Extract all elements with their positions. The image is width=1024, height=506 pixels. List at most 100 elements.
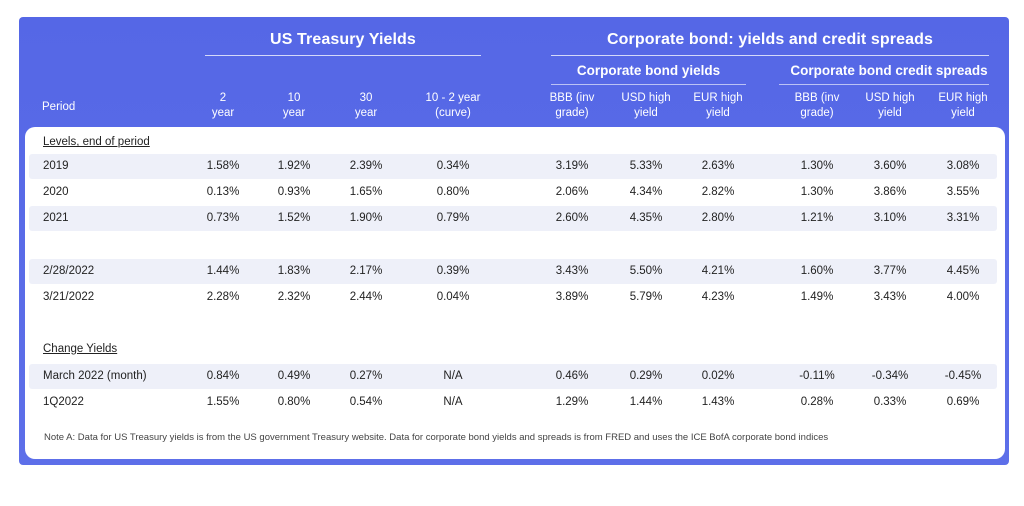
table-cell: 0.84% <box>206 370 240 382</box>
table-cell: 4.35% <box>629 212 663 224</box>
column-header-line2: year <box>211 107 235 119</box>
column-header-line2: yield <box>878 107 902 119</box>
column-header-line1: USD high <box>865 92 915 104</box>
column-header-line2: year <box>282 107 306 119</box>
table-cell: 2.28% <box>206 291 240 303</box>
table-cell: 0.49% <box>277 370 311 382</box>
table-cell: 2.82% <box>701 186 735 198</box>
table-cell: 0.27% <box>349 370 383 382</box>
period-header: Period <box>42 101 76 113</box>
table-cell: 2.60% <box>555 212 589 224</box>
table-cell: 1.43% <box>701 396 735 408</box>
table-cell: 3.31% <box>946 212 980 224</box>
table-cell: 0.28% <box>800 396 834 408</box>
table-cell: 5.50% <box>629 265 663 277</box>
table-cell: 2.63% <box>701 160 735 172</box>
column-header-line1: BBB (inv <box>794 92 840 104</box>
table-cell: 5.33% <box>629 160 663 172</box>
table-cell: 3.89% <box>555 291 589 303</box>
column-header-line2: (curve) <box>435 107 471 119</box>
table-cell: 3.10% <box>873 212 907 224</box>
column-header-line2: yield <box>951 107 975 119</box>
table-cell: N/A <box>443 370 463 382</box>
table-cell: 1.65% <box>349 186 383 198</box>
table-cell: 0.34% <box>436 160 470 172</box>
table-row: 2020 0.13% 0.93% 1.65% 0.80% 2.06% 4.34% 2.82% 1… <box>29 180 997 205</box>
table-cell: N/A <box>443 396 463 408</box>
table-body: Levels, end of period Change Yields 2019… <box>25 127 1005 459</box>
table-cell: 0.93% <box>277 186 311 198</box>
column-header: BBB (inv grade) <box>537 91 607 121</box>
table-cell: 3.86% <box>873 186 907 198</box>
table-cell: 1.29% <box>555 396 589 408</box>
column-header-line1: 30 <box>359 92 373 104</box>
column-header: EUR high yield <box>683 91 753 121</box>
column-header-line1: USD high <box>621 92 671 104</box>
change-section-label: Change Yields <box>43 343 118 355</box>
table-cell: 1.52% <box>277 212 311 224</box>
table-cell: 0.29% <box>629 370 663 382</box>
column-header: 10 year <box>259 91 329 121</box>
table-cell: 1.44% <box>629 396 663 408</box>
yields-table-card: US Treasury Yields Corporate bond: yield… <box>19 17 1009 465</box>
table-cell: 3.19% <box>555 160 589 172</box>
table-cell: 4.21% <box>701 265 735 277</box>
table-cell: 1.30% <box>800 186 834 198</box>
table-cell: 0.73% <box>206 212 240 224</box>
table-cell: 0.79% <box>436 212 470 224</box>
corp-spreads-subtitle: Corporate bond credit spreads <box>790 63 988 78</box>
table-cell: -0.45% <box>944 370 982 382</box>
table-cell: 0.46% <box>555 370 589 382</box>
table-cell: 0.02% <box>701 370 735 382</box>
row-label: 2019 <box>43 160 69 172</box>
row-label: 1Q2022 <box>43 396 84 408</box>
table-cell: 3.43% <box>873 291 907 303</box>
column-header: 2 year <box>188 91 258 121</box>
table-cell: 1.49% <box>800 291 834 303</box>
table-row: 2/28/2022 1.44% 1.83% 2.17% 0.39% 3.43% 5.50% 4… <box>29 259 997 284</box>
table-header: US Treasury Yields Corporate bond: yield… <box>19 17 1009 127</box>
table-cell: 1.60% <box>800 265 834 277</box>
row-label: March 2022 (month) <box>43 370 147 382</box>
table-cell: 0.69% <box>946 396 980 408</box>
column-header: USD high yield <box>855 91 925 121</box>
table-row: 1Q2022 1.55% 0.80% 0.54% N/A 1.29% 1.44% 1.43% 0… <box>29 390 997 415</box>
row-label: 2020 <box>43 186 69 198</box>
row-label: 2021 <box>43 212 69 224</box>
corp-yields-rule <box>551 84 746 85</box>
column-header: EUR high yield <box>928 91 998 121</box>
column-header: 30 year <box>331 91 401 121</box>
column-header-line1: EUR high <box>938 92 988 104</box>
table-cell: 1.92% <box>277 160 311 172</box>
column-header: BBB (inv grade) <box>782 91 852 121</box>
column-header-line2: grade) <box>555 107 589 119</box>
table-cell: 2.44% <box>349 291 383 303</box>
row-label: 3/21/2022 <box>43 291 95 303</box>
levels-section-label: Levels, end of period <box>43 136 150 148</box>
table-row: 3/21/2022 2.28% 2.32% 2.44% 0.04% 3.89% 5.79% 4… <box>29 285 997 310</box>
table-cell: 4.45% <box>946 265 980 277</box>
table-cell: 0.33% <box>873 396 907 408</box>
table-cell: 1.83% <box>277 265 311 277</box>
column-header-line1: 10 - 2 year <box>425 92 481 104</box>
table-cell: 4.34% <box>629 186 663 198</box>
table-cell: 5.79% <box>629 291 663 303</box>
corporate-group-rule <box>551 55 989 56</box>
table-cell: 2.06% <box>555 186 589 198</box>
table-cell: -0.11% <box>799 370 835 382</box>
row-label: 2/28/2022 <box>43 265 95 277</box>
column-header: USD high yield <box>611 91 681 121</box>
table-cell: 4.23% <box>701 291 735 303</box>
table-cell: -0.34% <box>871 370 909 382</box>
table-cell: 2.80% <box>701 212 735 224</box>
table-cell: 1.21% <box>800 212 834 224</box>
table-cell: 0.54% <box>349 396 383 408</box>
table-cell: 0.04% <box>436 291 470 303</box>
corporate-group-title: Corporate bond: yields and credit spread… <box>607 31 933 48</box>
column-header-line1: BBB (inv <box>549 92 595 104</box>
column-header-line1: 10 <box>287 92 301 104</box>
column-header: 10 - 2 year (curve) <box>408 91 498 121</box>
column-header-line2: year <box>354 107 378 119</box>
table-cell: 1.55% <box>206 396 240 408</box>
column-header-line2: yield <box>706 107 730 119</box>
